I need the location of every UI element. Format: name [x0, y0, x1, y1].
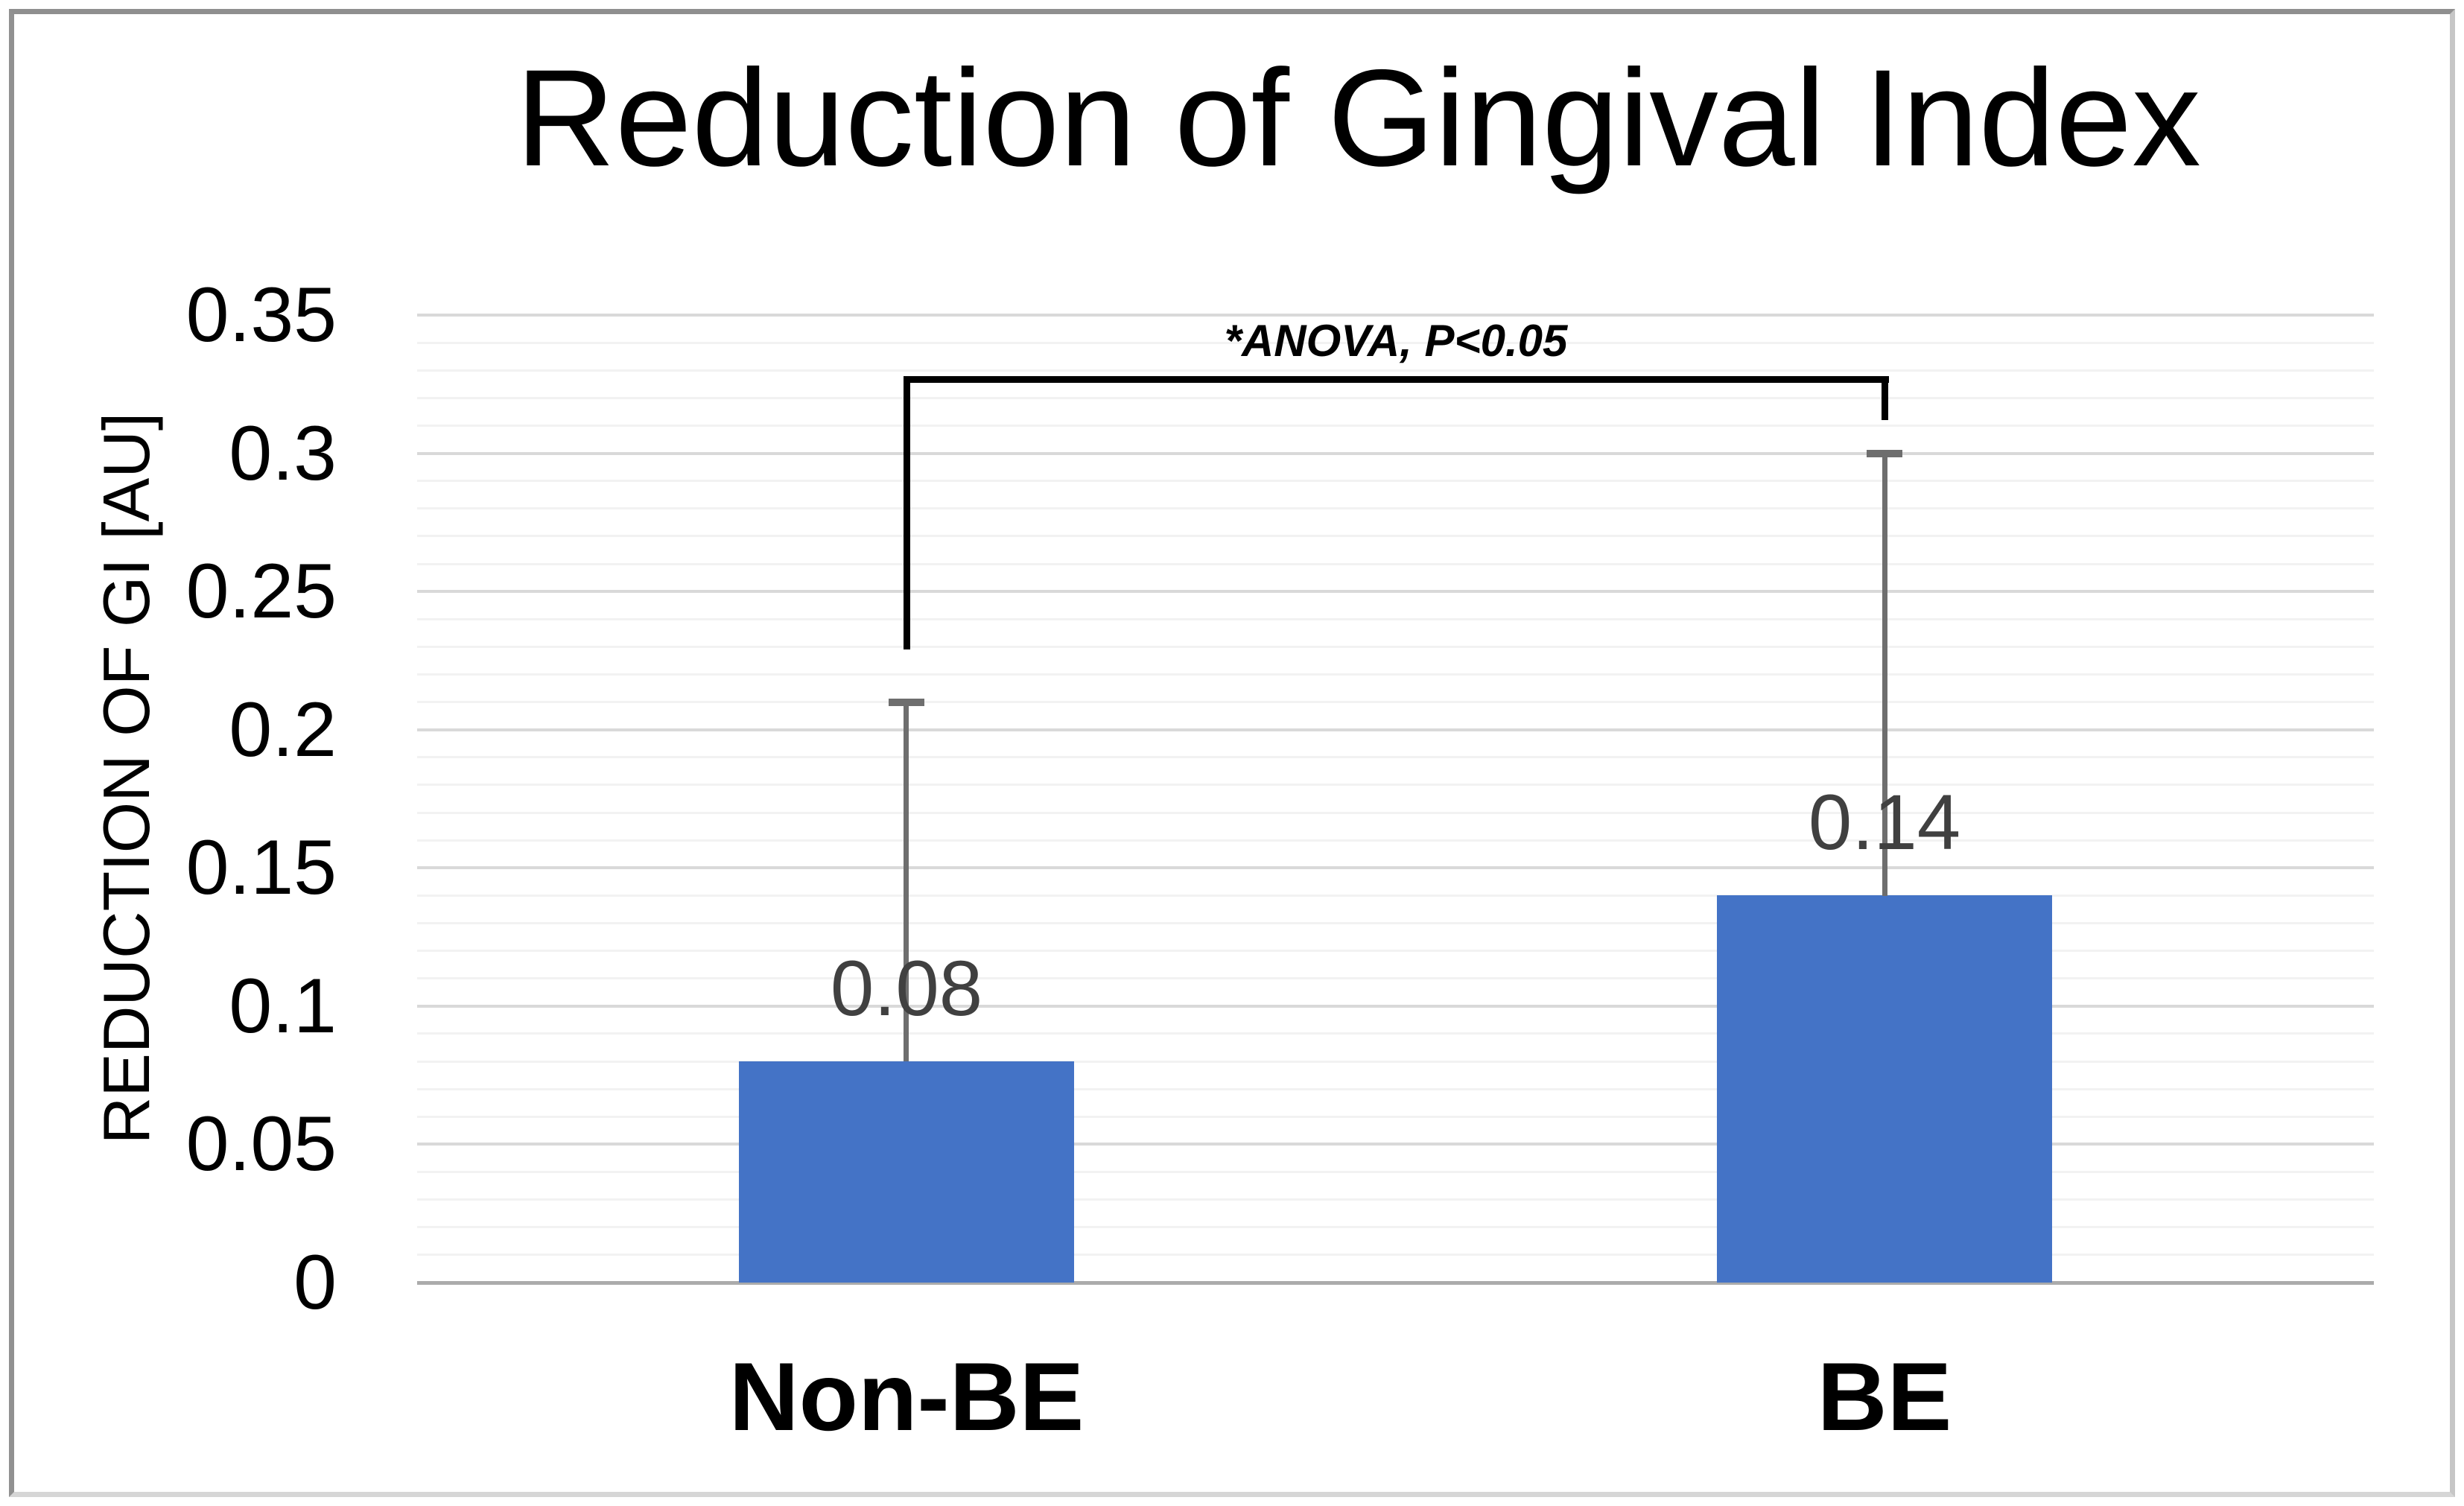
- minor-gridline: [417, 369, 2374, 372]
- error-bar-cap-be: [1867, 450, 1902, 457]
- chart-title: Reduction of Gingival Index: [515, 42, 2201, 195]
- bar-non-be: [739, 1061, 1074, 1283]
- error-bar-whisker-be: [1882, 454, 1887, 896]
- x-category-label-non-be: Non-BE: [728, 1342, 1085, 1451]
- minor-gridline: [417, 1088, 2374, 1090]
- minor-gridline: [417, 618, 2374, 620]
- y-tick-label: 0.1: [229, 963, 337, 1049]
- minor-gridline: [417, 507, 2374, 509]
- minor-gridline: [417, 563, 2374, 565]
- minor-gridline: [417, 1171, 2374, 1173]
- major-gridline: [417, 1143, 2374, 1146]
- minor-gridline: [417, 839, 2374, 842]
- y-tick-label: 0.35: [185, 272, 337, 358]
- minor-gridline: [417, 784, 2374, 786]
- data-label-non-be: 0.08: [830, 945, 983, 1032]
- minor-gridline: [417, 1226, 2374, 1228]
- minor-gridline: [417, 425, 2374, 427]
- y-tick-label: 0.05: [185, 1101, 337, 1187]
- y-tick-label: 0.3: [229, 410, 337, 497]
- minor-gridline: [417, 535, 2374, 537]
- data-label-be: 0.14: [1808, 779, 1961, 866]
- error-bar-cap-non-be: [889, 699, 924, 706]
- major-gridline: [417, 1005, 2374, 1008]
- y-tick-label: 0.15: [185, 825, 337, 911]
- significance-bracket-top: [904, 376, 1889, 383]
- minor-gridline: [417, 1254, 2374, 1256]
- minor-gridline: [417, 812, 2374, 814]
- y-tick-label: 0.2: [229, 687, 337, 773]
- x-axis-line: [417, 1281, 2374, 1285]
- minor-gridline: [417, 701, 2374, 703]
- significance-bracket-right-leg: [1882, 376, 1888, 420]
- major-gridline: [417, 590, 2374, 593]
- minor-gridline: [417, 756, 2374, 758]
- minor-gridline: [417, 397, 2374, 399]
- minor-gridline: [417, 1032, 2374, 1035]
- minor-gridline: [417, 1198, 2374, 1201]
- minor-gridline: [417, 922, 2374, 924]
- minor-gridline: [417, 673, 2374, 676]
- minor-gridline: [417, 977, 2374, 979]
- bar-be: [1717, 895, 2052, 1283]
- minor-gridline: [417, 1061, 2374, 1063]
- y-tick-label: 0: [293, 1239, 337, 1326]
- major-gridline: [417, 452, 2374, 455]
- major-gridline: [417, 314, 2374, 317]
- significance-bracket-left-leg: [904, 376, 910, 649]
- major-gridline: [417, 866, 2374, 869]
- minor-gridline: [417, 895, 2374, 897]
- error-bar-whisker-non-be: [904, 702, 909, 1061]
- significance-annotation: *ANOVA, P<0.05: [1224, 316, 1568, 366]
- y-tick-label: 0.25: [185, 548, 337, 635]
- minor-gridline: [417, 342, 2374, 344]
- minor-gridline: [417, 950, 2374, 952]
- x-category-label-be: BE: [1817, 1342, 1952, 1451]
- minor-gridline: [417, 480, 2374, 482]
- minor-gridline: [417, 1116, 2374, 1118]
- major-gridline: [417, 728, 2374, 731]
- minor-gridline: [417, 646, 2374, 648]
